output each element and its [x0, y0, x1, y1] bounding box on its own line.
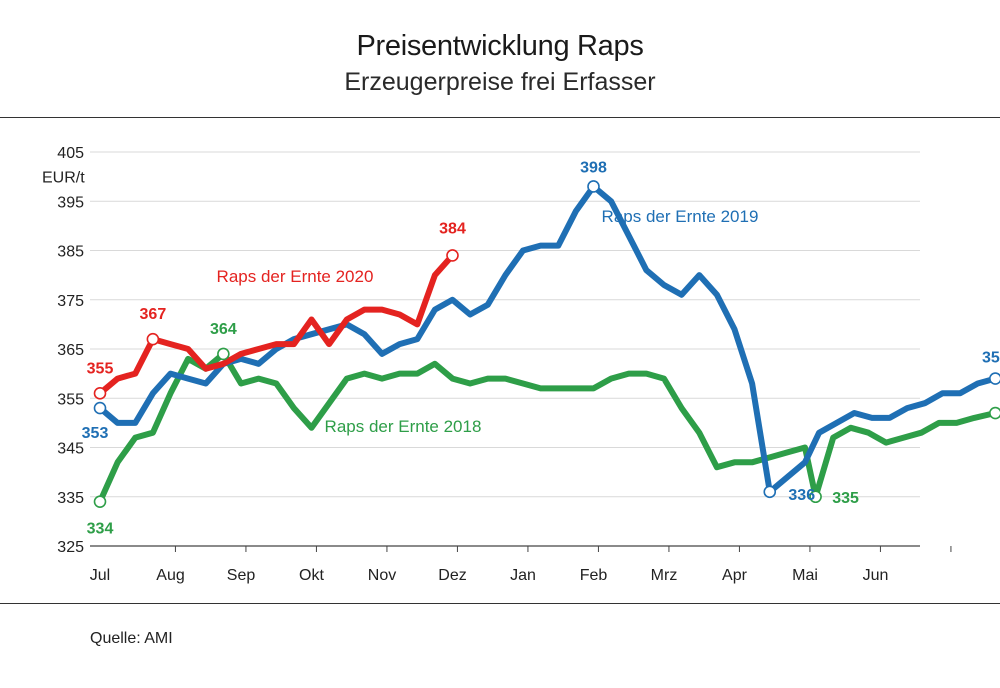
- data-label: 359: [982, 350, 1000, 367]
- data-point-marker: [989, 372, 1000, 385]
- data-labels: 334364335352Raps der Ernte 2018353398336…: [82, 159, 1000, 538]
- data-point-marker: [93, 401, 107, 415]
- x-tick-label-aug: Aug: [156, 567, 184, 584]
- data-point-marker: [93, 495, 107, 508]
- x-tick-label-apr: Apr: [722, 567, 748, 584]
- y-tick-label: 355: [57, 391, 84, 408]
- y-tick-label: 375: [57, 293, 84, 310]
- data-label: 336: [788, 487, 815, 504]
- y-tick-label: 385: [57, 244, 84, 261]
- data-point-marker: [763, 485, 777, 499]
- series-label: Raps der Ernte 2019: [602, 207, 759, 226]
- data-point-marker: [93, 387, 107, 400]
- series-label: Raps der Ernte 2018: [325, 417, 482, 436]
- x-tick-label-dez: Dez: [438, 567, 466, 584]
- data-point-marker: [989, 406, 1000, 420]
- data-label: 367: [140, 306, 167, 323]
- data-point-marker: [446, 249, 459, 262]
- x-tick-label-jan: Jan: [510, 567, 536, 584]
- bottom-divider: [0, 603, 1000, 604]
- series-line-raps-der-ernte-2018: [97, 350, 999, 505]
- data-label: 364: [210, 321, 237, 338]
- y-tick-label: 325: [57, 539, 84, 556]
- data-label: 398: [580, 159, 607, 176]
- x-tick-label-feb: Feb: [580, 567, 608, 584]
- series-label: Raps der Ernte 2020: [217, 267, 374, 286]
- data-label: 335: [832, 490, 859, 507]
- source-note: Quelle: AMI: [90, 630, 173, 647]
- y-tick-label: 405: [57, 145, 84, 162]
- y-tick-label: 395: [57, 194, 84, 211]
- data-point-marker: [587, 180, 600, 193]
- y-axis-unit: EUR/t: [42, 170, 85, 187]
- y-tick-label: 335: [57, 490, 84, 507]
- x-tick-label-okt: Okt: [299, 567, 324, 584]
- data-point-marker: [217, 347, 230, 361]
- data-label: 355: [87, 360, 114, 377]
- x-tick-label-jul: Jul: [90, 567, 110, 584]
- top-divider: [0, 117, 1000, 118]
- series-lines: [97, 183, 999, 505]
- gridlines: [90, 151, 920, 498]
- chart-subtitle: Erzeugerpreise frei Erfasser: [344, 68, 656, 96]
- y-tick-label: 365: [57, 342, 84, 359]
- data-point-marker: [146, 332, 160, 346]
- x-tick-label-sep: Sep: [227, 567, 256, 584]
- x-tick-label-mai: Mai: [792, 567, 818, 584]
- x-tick-label-nov: Nov: [368, 567, 396, 584]
- x-tick-label-jun: Jun: [863, 567, 889, 584]
- y-tick-label: 345: [57, 441, 84, 458]
- data-label: 384: [439, 220, 466, 237]
- x-tick-label-mrz: Mrz: [651, 567, 678, 584]
- data-label: 334: [87, 521, 114, 538]
- data-point-marker: [809, 490, 822, 504]
- data-label: 353: [82, 425, 109, 442]
- series-line-raps-der-ernte-2019: [97, 183, 999, 495]
- chart-title: Preisentwicklung Raps: [356, 30, 644, 62]
